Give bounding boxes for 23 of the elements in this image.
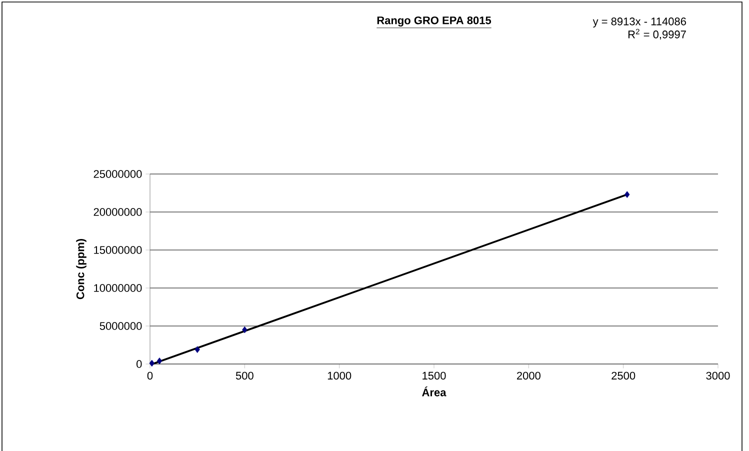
x-tick-label: 3000 — [706, 372, 730, 380]
y-axis-title: Conc (ppm) — [76, 239, 86, 300]
x-axis-title: Área — [422, 386, 446, 396]
x-tick-label: 1500 — [422, 372, 446, 380]
text: y = 8913x - 114086 — [592, 18, 686, 28]
chart-title: Rango GRO EPA 8015 — [377, 16, 492, 26]
x-tick-label: 500 — [236, 372, 254, 380]
point — [194, 346, 200, 353]
point — [624, 191, 630, 198]
x-tick-label: 0 — [147, 372, 153, 380]
y-tick-label: 0 — [136, 360, 142, 368]
x-tick-label: 1000 — [328, 372, 352, 380]
y-tick-label: 25000000 — [94, 170, 142, 178]
x-tick-label: 2000 — [516, 372, 540, 380]
point — [242, 326, 248, 334]
point — [149, 360, 154, 367]
x-tick-label: 2500 — [612, 372, 636, 380]
point — [156, 358, 162, 364]
text: R$^{2}$ = 0,9997 — [628, 28, 686, 40]
y-tick-label: 5000000 — [100, 322, 142, 330]
y-tick-label: 15000000 — [94, 246, 142, 254]
y-tick-label: 20000000 — [94, 208, 142, 216]
y-tick-label: 10000000 — [94, 284, 142, 292]
